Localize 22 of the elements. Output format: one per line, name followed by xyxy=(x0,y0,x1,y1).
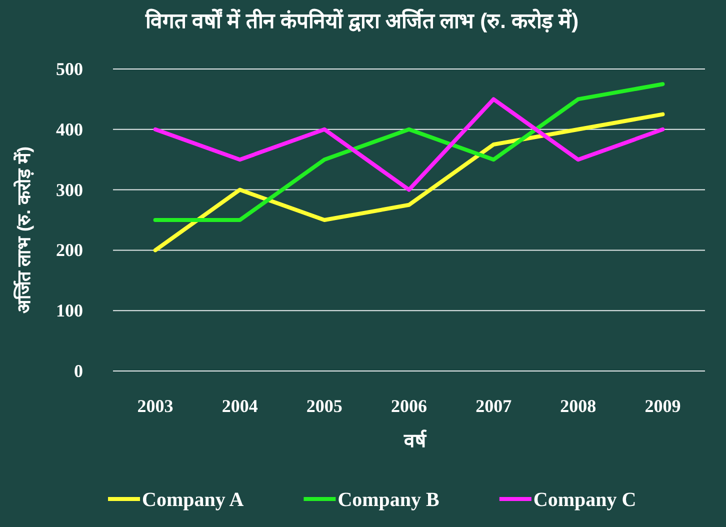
legend-label: Company A xyxy=(142,489,244,511)
y-axis-title: अर्जित लाभ (रु. करोड़ में) xyxy=(13,146,34,314)
line-series xyxy=(153,82,665,222)
x-axis-title: वर्ष xyxy=(403,429,427,452)
line-series xyxy=(153,112,665,252)
legend-label: Company C xyxy=(533,489,636,511)
x-tick-label: 2007 xyxy=(476,396,512,416)
y-tick-label: 300 xyxy=(56,180,83,200)
y-tick-label: 100 xyxy=(56,300,83,321)
x-tick-label: 2004 xyxy=(222,396,258,416)
x-tick-label: 2009 xyxy=(644,396,681,416)
x-tick-label: 2003 xyxy=(137,396,174,416)
x-tick-label: 2005 xyxy=(306,396,342,416)
x-tick-label: 2006 xyxy=(391,396,427,416)
y-tick-label: 400 xyxy=(56,119,83,140)
y-tick-label: 500 xyxy=(56,59,83,79)
chart-title: विगत वर्षों में तीन कंपनियों द्वारा अर्जित लाभ (रु. करोड़ में) xyxy=(144,8,579,33)
y-tick-label: 200 xyxy=(56,240,83,260)
y-tick-label: 0 xyxy=(74,361,83,381)
legend-label: Company B xyxy=(338,489,440,511)
line-series xyxy=(153,97,665,192)
x-tick-label: 2008 xyxy=(560,396,596,416)
